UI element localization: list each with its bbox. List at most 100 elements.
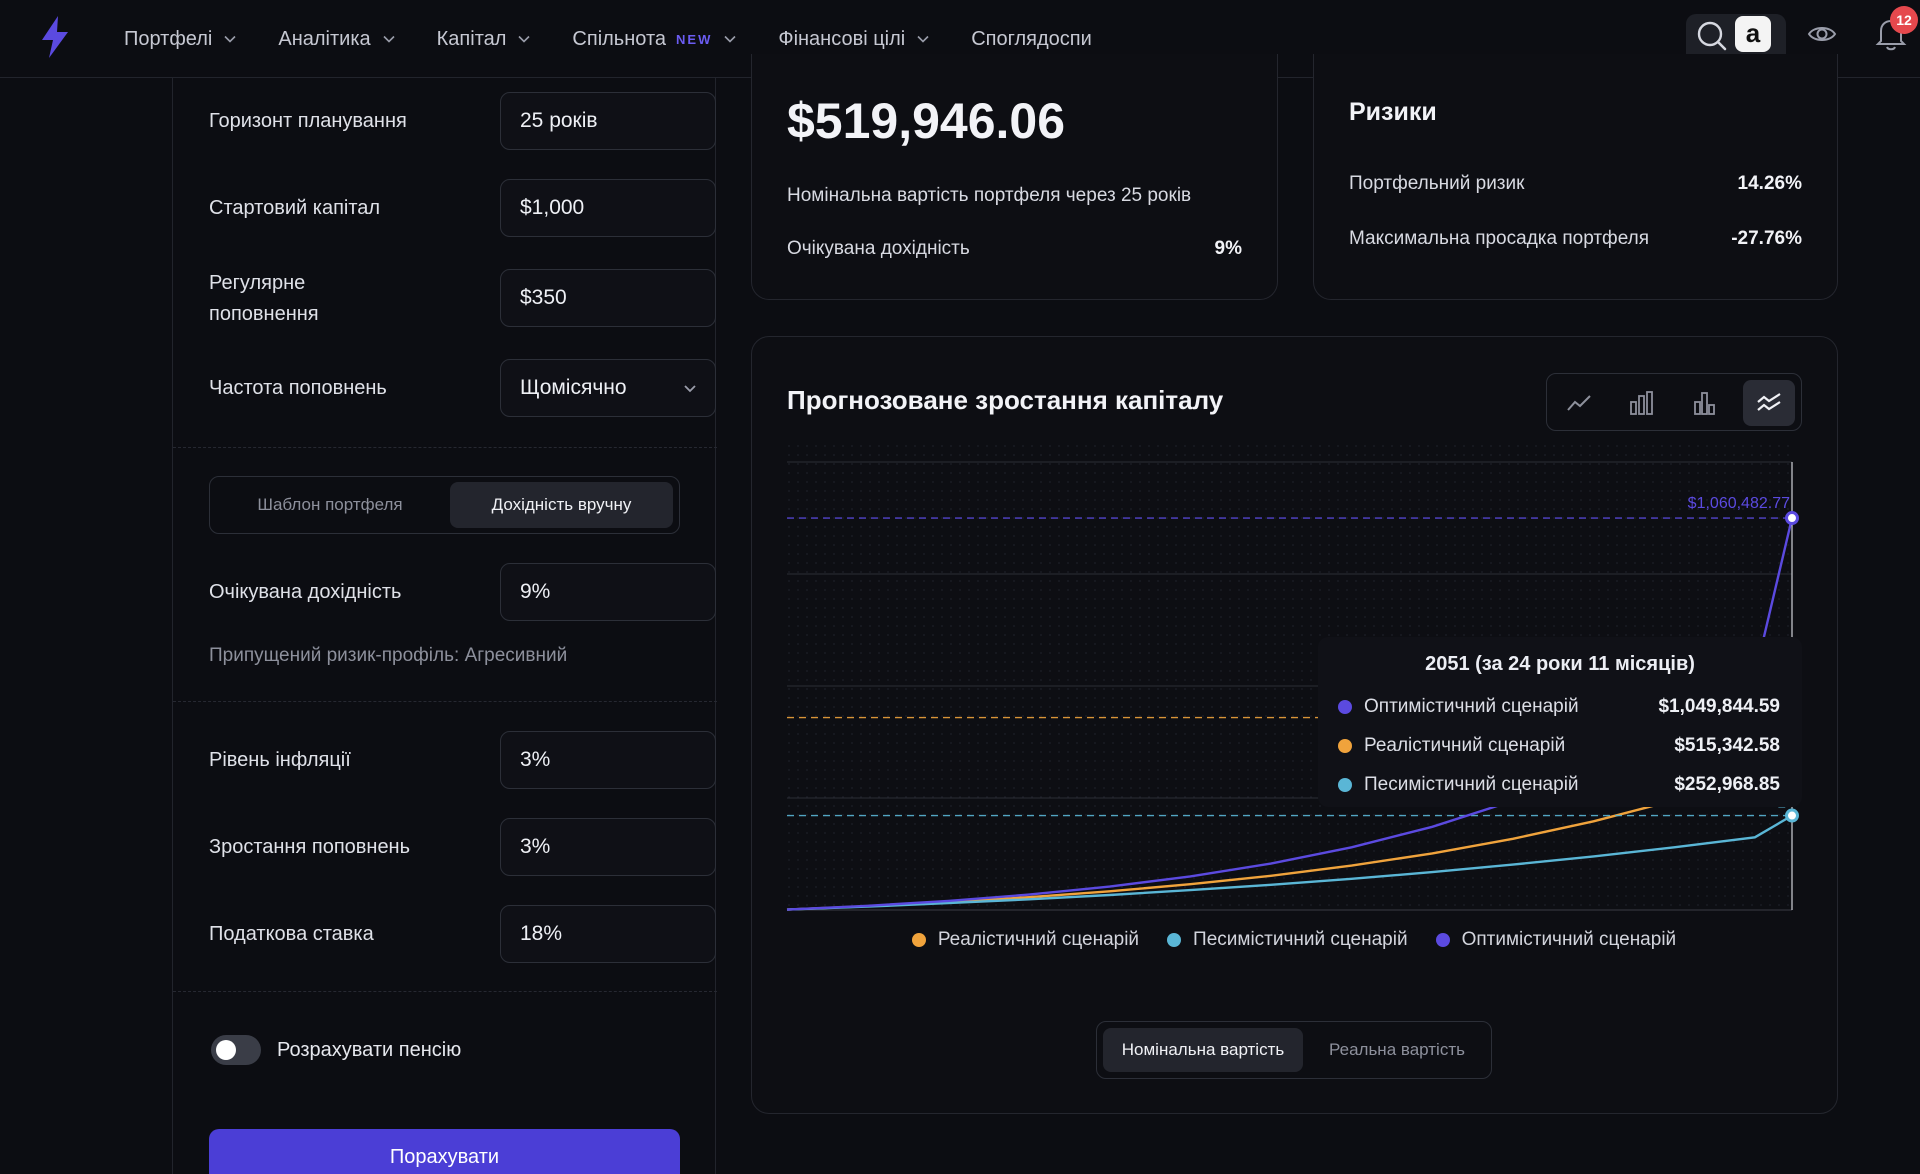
- tooltip-value: $1,049,844.59: [1658, 696, 1780, 717]
- chevron-down-icon: [684, 385, 696, 393]
- horizon-label: Горизонт планування: [209, 110, 407, 132]
- area-chart-button[interactable]: [1743, 380, 1795, 426]
- divider: [173, 991, 717, 992]
- series-line: [786, 814, 1793, 911]
- search-icon[interactable]: [1694, 18, 1730, 54]
- nav-item-3[interactable]: Спільнота NEW: [572, 28, 736, 51]
- tooltip-title: 2051 (за 24 роки 11 місяців): [1425, 653, 1695, 675]
- app-logo-icon[interactable]: [38, 14, 72, 60]
- nav-item-2[interactable]: Капітал: [437, 28, 531, 51]
- chart-tooltip: 2051 (за 24 роки 11 місяців) Оптимістичн…: [1318, 637, 1802, 807]
- legend-dot-optimistic: [1435, 933, 1450, 947]
- series-end-point: [1785, 511, 1799, 526]
- chart-type-switcher: [1546, 373, 1802, 431]
- column-chart-icon: [1694, 392, 1715, 415]
- tooltip-value: $515,342.58: [1674, 735, 1780, 756]
- nav-item-5[interactable]: Споглядоспи: [971, 28, 1092, 51]
- legend-dot-pessimistic: [1167, 933, 1182, 947]
- column-chart-button[interactable]: [1679, 380, 1731, 426]
- frequency-value: Щомісячно: [520, 376, 627, 399]
- horizon-input[interactable]: 25 років: [500, 92, 716, 150]
- start-capital-input[interactable]: $1,000: [500, 179, 716, 237]
- tab-nominal-value[interactable]: Номінальна вартість: [1103, 1028, 1303, 1072]
- nav-item-label: Портфелі: [124, 27, 213, 50]
- inflation-input[interactable]: 3%: [500, 731, 716, 789]
- optimistic-end-label: $1,060,482.77: [1688, 495, 1790, 512]
- pension-toggle[interactable]: [211, 1035, 261, 1065]
- eye-icon[interactable]: [1806, 18, 1838, 50]
- contribution-growth-input[interactable]: 3%: [500, 818, 716, 876]
- tab-real-value[interactable]: Реальна вартість: [1329, 1040, 1465, 1059]
- nav-item-label: Споглядоспи: [971, 27, 1092, 50]
- chevron-down-icon: [917, 35, 929, 43]
- nav-item-0[interactable]: Портфелі: [124, 28, 236, 51]
- divider: [173, 701, 717, 702]
- chart-title: Прогнозоване зростання капіталу: [787, 385, 1224, 415]
- expected-return-caption: Очікувана дохідність: [787, 238, 970, 259]
- summary-card: $519,946.06 Номінальна вартість портфеля…: [751, 54, 1278, 300]
- legend-item-pessimistic[interactable]: Песимістичний сценарій: [1167, 929, 1408, 951]
- frequency-label: Частота поповнень: [209, 377, 387, 399]
- max-drawdown-label: Максимальна просадка портфеля: [1349, 228, 1650, 249]
- tax-rate-input[interactable]: 18%: [500, 905, 716, 963]
- chevron-down-icon: [383, 35, 395, 43]
- regular-contribution-label-line1: Регулярне: [209, 272, 306, 294]
- return-mode-toggle: Шаблон портфеля Дохідність вручну: [209, 476, 680, 534]
- line-chart-button[interactable]: [1553, 380, 1605, 426]
- risks-card: Ризики Портфельний ризик 14.26% Максимал…: [1313, 54, 1838, 300]
- legend-label: Песимістичний сценарій: [1193, 929, 1408, 950]
- bar-chart-icon: [1630, 391, 1653, 415]
- max-drawdown-value: -27.76%: [1731, 228, 1802, 249]
- contribution-growth-label: Зростання поповнень: [209, 836, 411, 858]
- calculate-button[interactable]: Порахувати: [209, 1129, 680, 1174]
- new-badge: NEW: [676, 31, 713, 47]
- portfolio-risk-value: 14.26%: [1737, 173, 1802, 194]
- start-capital-label: Стартовий капітал: [209, 197, 381, 219]
- frequency-select[interactable]: Щомісячно: [500, 359, 716, 417]
- tooltip-name: Песимістичний сценарій: [1364, 774, 1579, 795]
- inflation-label: Рівень інфляції: [209, 749, 351, 771]
- regular-contribution-input[interactable]: $350: [500, 269, 716, 327]
- calculator-form-panel: Горизонт планування 25 років Стартовий к…: [172, 78, 717, 1174]
- tab-manual-return[interactable]: Дохідність вручну: [450, 482, 673, 528]
- risks-title: Ризики: [1349, 98, 1437, 126]
- line-chart-icon: [1567, 395, 1591, 411]
- tooltip-dot-optimistic: [1338, 700, 1352, 714]
- toggle-knob: [216, 1040, 236, 1060]
- legend-label: Реалістичний сценарій: [937, 929, 1140, 950]
- tooltip-name: Оптимістичний сценарій: [1364, 696, 1579, 717]
- nav-item-1[interactable]: Аналітика: [278, 27, 395, 51]
- area-chart-icon: [1757, 393, 1781, 411]
- tooltip-row-optimistic: Оптимістичний сценарій $1,049,844.59: [1338, 692, 1780, 722]
- portfolio-risk-label: Портфельний ризик: [1349, 173, 1525, 194]
- legend-label: Оптимістичний сценарій: [1461, 929, 1677, 950]
- nav-item-label: Аналітика: [278, 27, 371, 50]
- legend-dot-realistic: [911, 933, 926, 947]
- expected-return-label: Очікувана дохідність: [209, 581, 402, 603]
- nav-item-4[interactable]: Фінансові цілі: [778, 28, 929, 51]
- legend-item-realistic[interactable]: Реалістичний сценарій: [911, 929, 1140, 951]
- bar-chart-button[interactable]: [1616, 380, 1668, 426]
- tax-rate-label: Податкова ставка: [209, 923, 374, 945]
- nav-item-label: Капітал: [436, 27, 507, 50]
- nav-item-label: Фінансові цілі: [778, 27, 906, 50]
- nominal-value-caption: Номінальна вартість портфеля через 25 ро…: [787, 185, 1192, 206]
- expected-return-input[interactable]: 9%: [500, 563, 716, 621]
- tab-portfolio-template[interactable]: Шаблон портфеля: [257, 495, 403, 514]
- tooltip-name: Реалістичний сценарій: [1364, 735, 1566, 756]
- chevron-down-icon: [518, 35, 530, 43]
- expected-return-value: 9%: [1214, 238, 1242, 259]
- legend-item-optimistic[interactable]: Оптимістичний сценарій: [1435, 929, 1677, 951]
- nominal-value: $519,946.06: [787, 93, 1066, 149]
- amazon-icon[interactable]: a: [1735, 16, 1771, 52]
- tooltip-row-realistic: Реалістичний сценарій $515,342.58: [1338, 731, 1780, 761]
- tooltip-dot-pessimistic: [1338, 778, 1352, 792]
- chevron-down-icon: [224, 35, 236, 43]
- tooltip-row-pessimistic: Песимістичний сценарій $252,968.85: [1338, 770, 1780, 800]
- chart-legend: Реалістичний сценарій Песимістичний сцен…: [752, 929, 1836, 951]
- divider: [173, 447, 717, 448]
- chevron-down-icon: [724, 35, 736, 43]
- risk-profile-hint: Припущений ризик-профіль: Агресивний: [209, 645, 568, 666]
- series-end-point: [1785, 808, 1799, 823]
- main-nav: Портфелі Аналітика Капітал Спільнота NEW Фіна…: [124, 0, 1134, 78]
